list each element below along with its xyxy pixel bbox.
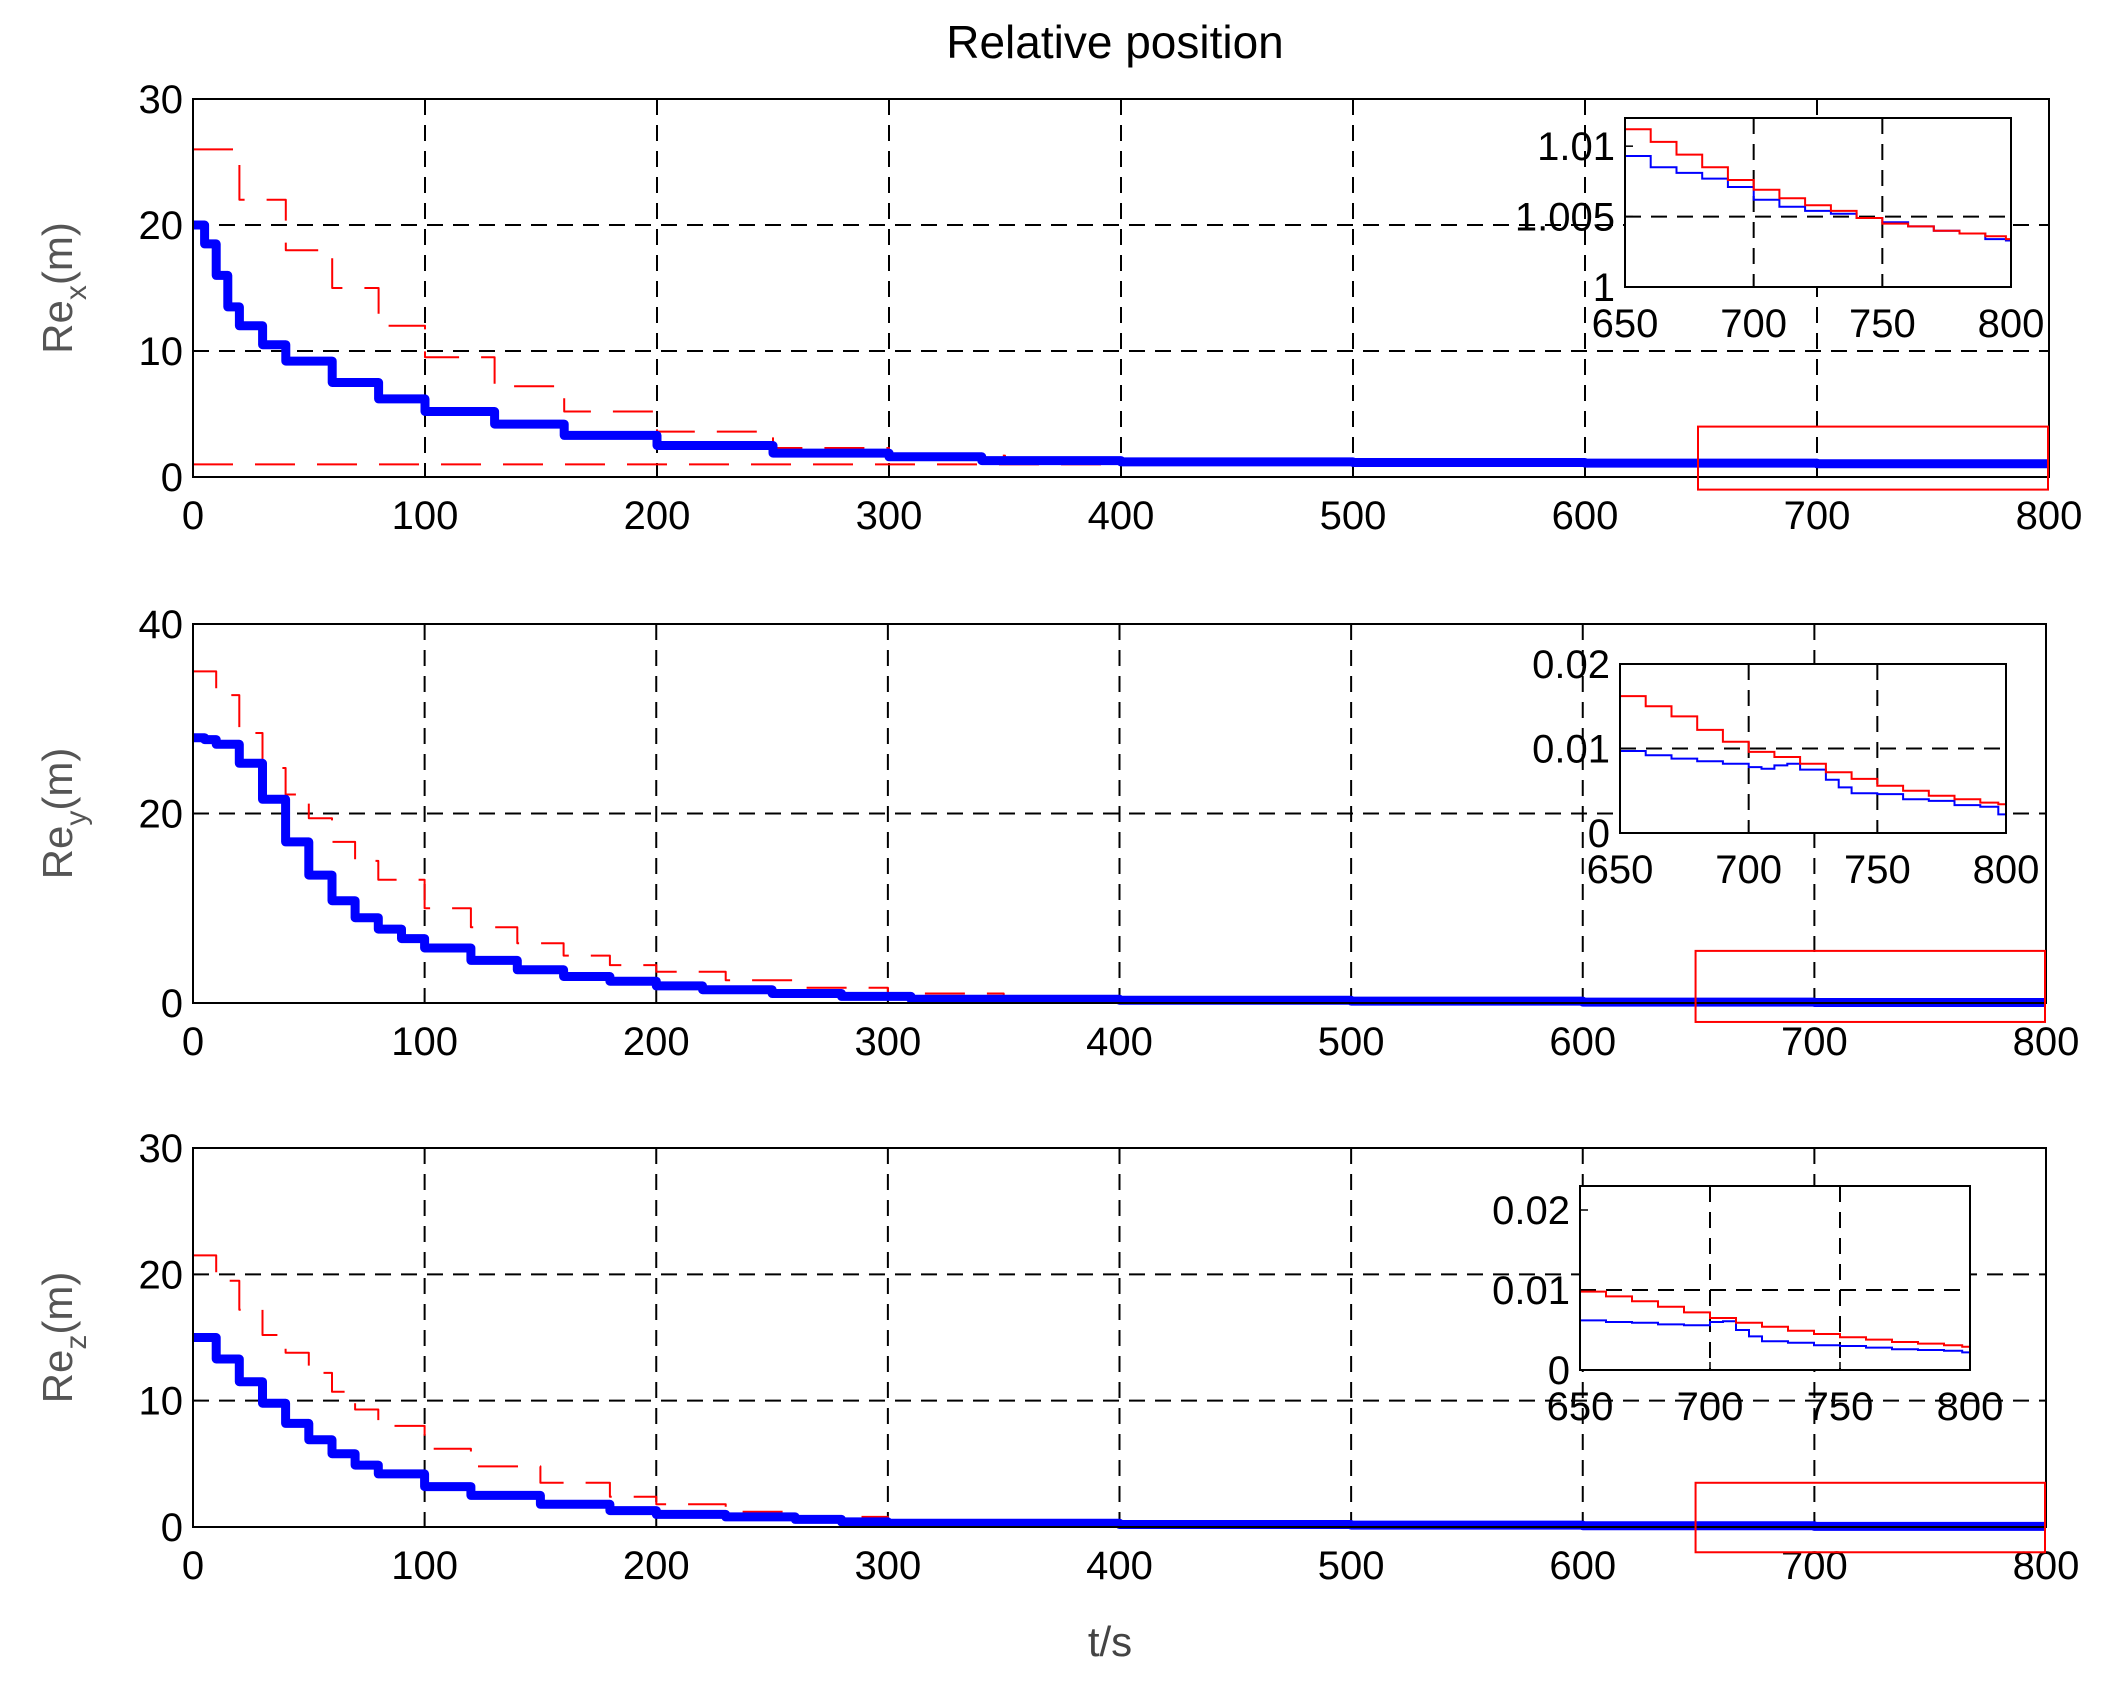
panel-rex-inset-y-tick-label: 1.005 <box>1515 196 1615 240</box>
panel-rez-y-label-sub: z <box>60 1335 93 1350</box>
panel-rez-x-tick-label: 200 <box>623 1544 690 1588</box>
panel-rex-inset-x-tick-label: 700 <box>1720 302 1787 346</box>
panel-rez-y-label-main: Re <box>34 1350 81 1404</box>
panel-rex-zoom-box <box>1697 425 2049 491</box>
panel-rez-series-upper-bound <box>193 1254 2046 1528</box>
panel-rey-frame <box>192 623 2047 1004</box>
panel-rey-inset-x-tick-label: 750 <box>1844 848 1911 892</box>
figure-title: Relative position <box>946 16 1284 68</box>
panel-rex-x-tick-label: 500 <box>1320 494 1387 538</box>
x-axis-label: t/s <box>1088 1618 1132 1665</box>
panel-rez-inset-plot-area <box>1580 1186 1970 1370</box>
panel-rex-frame <box>192 98 2050 478</box>
panel-rex-x-tick-label: 200 <box>624 494 691 538</box>
panel-rez-inset-axes: 650 700 750 800 0 0.01 0.02 <box>1492 1185 2004 1429</box>
panel-rez-inset-x-tick-label: 700 <box>1677 1385 1744 1429</box>
panel-rex-inset-x-tick-label: 800 <box>1978 302 2045 346</box>
panel-rex-series-relative-position <box>193 220 2049 469</box>
panel-rez-series-relative-position <box>193 1333 2046 1531</box>
panel-rey-inset-series-upper-bound <box>1620 695 2006 830</box>
panel-rez-y-tick-label: 20 <box>139 1253 184 1297</box>
panel-rez-inset-x-tick-label: 650 <box>1547 1385 1614 1429</box>
panel-rex-x-tick-label: 100 <box>392 494 459 538</box>
panel-rez-x-tick-label: 700 <box>1781 1544 1848 1588</box>
panel-rex-y-label-sub: x <box>60 285 93 300</box>
panel-rez-inset-y-tick-label: 0.01 <box>1492 1269 1570 1313</box>
panel-rex-y-label-unit: (m) <box>34 222 81 285</box>
panel-rex-x-tick-label: 400 <box>1088 494 1155 538</box>
panel-rey-inset-y-tick-label: 0.01 <box>1532 728 1610 772</box>
panel-rex-inset-x-tick-label: 750 <box>1849 302 1916 346</box>
panel-rey-inset-x-tick-label: 800 <box>1973 848 2040 892</box>
panel-rey-inset-y-tick-label: 0 <box>1588 812 1610 856</box>
panel-rez-zoom-box <box>1694 1481 2046 1554</box>
panel-rey-y-label-main: Re <box>34 826 81 880</box>
panel-rex-x-tick-label: 800 <box>2016 494 2083 538</box>
panel-rey-zoom-box <box>1694 949 2046 1023</box>
panel-rex-inset-x-tick-label: 650 <box>1592 302 1659 346</box>
panel-rex-x-tick-label: 600 <box>1552 494 1619 538</box>
panel-rez-x-tick-label: 0 <box>182 1544 204 1588</box>
panel-rez-x-tick-label: 400 <box>1086 1544 1153 1588</box>
panel-rey-y-tick-label: 0 <box>161 982 183 1026</box>
panel-rey-y-tick-label: 40 <box>139 603 184 647</box>
panel-rez-inset-frame <box>1579 1185 1971 1371</box>
panel-rey-x-tick-label: 300 <box>855 1020 922 1064</box>
panel-rey-inset-y-tick-label: 0.02 <box>1532 643 1610 687</box>
panel-rey-inset-frame <box>1619 663 2007 834</box>
panel-rez-y-tick-label: 10 <box>139 1380 184 1424</box>
panel-rey-x-tick-label: 200 <box>623 1020 690 1064</box>
panel-rez-y-axis-label: Rez(m) <box>34 1272 93 1404</box>
panel-rez-inset-x-tick-label: 750 <box>1807 1385 1874 1429</box>
panel-rex-inset-plot-area <box>1625 118 2011 287</box>
panel-rez-y-label-unit: (m) <box>34 1272 81 1335</box>
panel-rey-x-tick-label: 100 <box>391 1020 458 1064</box>
panel-rez-y-tick-label: 30 <box>139 1127 184 1171</box>
panel-rez-inset-y-tick-label: 0.02 <box>1492 1189 1570 1233</box>
panel-rez-inset-y-tick-label: 0 <box>1548 1349 1570 1393</box>
panel-rex-y-tick-label: 10 <box>139 330 184 374</box>
panel-rey-x-tick-label: 500 <box>1318 1020 1385 1064</box>
panel-rey-inset-axes: 650 700 750 800 0 0.01 0.02 <box>1532 643 2039 892</box>
panel-rey-x-tick-label: 700 <box>1781 1020 1848 1064</box>
panel-rey-x-tick-label: 800 <box>2013 1020 2080 1064</box>
panel-rex-y-tick-label: 0 <box>161 456 183 500</box>
panel-rex-y-tick-label: 20 <box>139 204 184 248</box>
panel-rey-x-tick-label: 400 <box>1086 1020 1153 1064</box>
panel-rex-x-tick-label: 300 <box>856 494 923 538</box>
panel-rex-inset-frame <box>1624 117 2012 288</box>
panel-rey-inset-x-tick-label: 700 <box>1715 848 1782 892</box>
panel-rez-y-tick-label: 0 <box>161 1506 183 1550</box>
panel-rez-inset-series-relative-position <box>1580 1319 1970 1364</box>
panel-rez-x-tick-label: 500 <box>1318 1544 1385 1588</box>
panel-rex-y-axis-label: Rex(m) <box>34 222 93 354</box>
panel-rey-y-tick-label: 20 <box>139 793 184 837</box>
panel-rey-x-tick-label: 600 <box>1549 1020 1616 1064</box>
panel-rex-inset-axes: 650 700 750 800 1 1.005 1.01 <box>1515 117 2045 346</box>
panel-rez-inset-x-tick-label: 800 <box>1937 1385 2004 1429</box>
panel-rex-x-tick-label: 0 <box>182 494 204 538</box>
panel-rex-y-label-main: Re <box>34 300 81 354</box>
panel-rez-x-tick-label: 100 <box>391 1544 458 1588</box>
panel-rez-x-tick-label: 600 <box>1549 1544 1616 1588</box>
panel-rex-inset-y-tick-label: 1 <box>1593 266 1615 310</box>
panel-rey-inset-x-tick-label: 650 <box>1587 848 1654 892</box>
panel-rey-y-label-unit: (m) <box>34 748 81 811</box>
panel-rez-frame <box>192 1147 2047 1528</box>
panel-rey-series-relative-position <box>193 733 2046 1007</box>
panel-rez-x-tick-label: 300 <box>855 1544 922 1588</box>
panel-rey-y-label-sub: y <box>60 811 93 826</box>
panel-rey-y-axis-label: Rey(m) <box>34 748 93 880</box>
panel-rex-inset-series-upper-bound <box>1625 128 2011 271</box>
panel-rez-inset-series-upper-bound <box>1580 1290 1970 1362</box>
panel-rey-x-tick-label: 0 <box>182 1020 204 1064</box>
panel-rex-inset-y-tick-label: 1.01 <box>1537 125 1615 169</box>
panel-rex-y-tick-label: 30 <box>139 78 184 122</box>
panel-rex-x-tick-label: 700 <box>1784 494 1851 538</box>
